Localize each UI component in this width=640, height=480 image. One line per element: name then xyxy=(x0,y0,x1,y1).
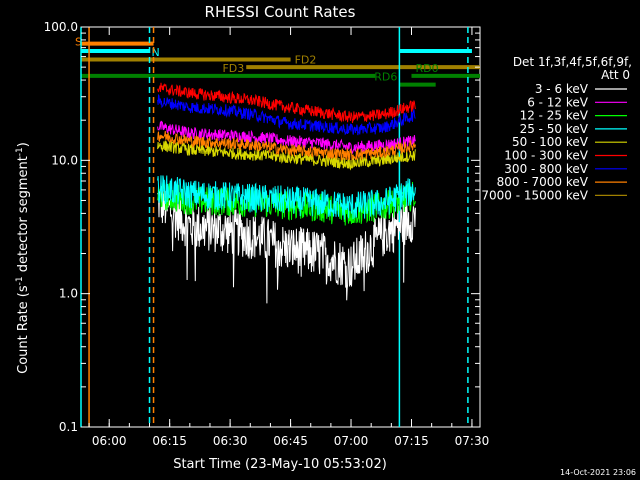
y-tick-label-2: 10.0 xyxy=(51,153,78,167)
axes: 06:00 06:15 06:30 06:45 07:00 07:15 07:30 0.1 1.… xyxy=(44,20,490,448)
series-line-7 xyxy=(157,130,416,162)
chart-title: RHESSI Count Rates xyxy=(205,3,356,21)
y-axis-label-sup: -1 xyxy=(15,276,25,285)
legend-label-0: 3 - 6 keV xyxy=(535,82,589,96)
x-axis-label: Start Time (23-May-10 05:53:02) xyxy=(173,457,387,472)
x-tick-label-6: 07:30 xyxy=(455,434,490,448)
y-axis-label-end: ) xyxy=(16,142,31,147)
series-line-4 xyxy=(157,139,416,171)
flag-label-rd6: RD6 xyxy=(374,71,397,84)
instrument-flags: S N FD2 FD3 RD0 RD6 xyxy=(75,36,480,87)
flag-label-n: N xyxy=(152,46,160,59)
series-line-6 xyxy=(157,93,416,136)
legend-label-1: 6 - 12 keV xyxy=(527,95,589,109)
legend-header-line2: Att 0 xyxy=(601,68,630,82)
flag-label-fd2: FD2 xyxy=(295,54,317,67)
x-tick-label-5: 07:15 xyxy=(394,434,429,448)
legend-label-8: 7000 - 15000 keV xyxy=(481,188,588,202)
flag-label-rd0: RD0 xyxy=(415,62,438,75)
legend: Det 1f,3f,4f,5f,6f,9f, Att 0 3 - 6 keV6 … xyxy=(481,55,632,202)
legend-label-5: 100 - 300 keV xyxy=(504,149,588,163)
series-line-1 xyxy=(157,120,416,155)
x-tick-label-1: 06:15 xyxy=(152,434,187,448)
flag-label-fd3: FD3 xyxy=(222,62,244,75)
timestamp: 14-Oct-2021 23:06 xyxy=(560,468,636,477)
legend-label-4: 50 - 100 keV xyxy=(512,135,589,149)
series-line-5 xyxy=(157,82,416,123)
x-tick-label-4: 07:00 xyxy=(334,434,369,448)
legend-header-line1: Det 1f,3f,4f,5f,6f,9f, xyxy=(513,55,632,69)
legend-label-7: 800 - 7000 keV xyxy=(497,175,589,189)
x-tick-label-2: 06:30 xyxy=(213,434,248,448)
y-tick-label-3: 100.0 xyxy=(44,20,78,34)
y-axis-label: Count Rate (s-1 detector segment-1) xyxy=(15,142,31,374)
series-lines xyxy=(157,82,416,304)
y-axis-label-tail: detector segment xyxy=(16,156,31,276)
y-axis-label-sup2: -1 xyxy=(15,147,25,156)
y-axis-label-main: Count Rate (s xyxy=(16,285,31,374)
series-line-3 xyxy=(157,175,416,220)
legend-label-2: 12 - 25 keV xyxy=(520,109,589,123)
series-line-0 xyxy=(157,184,416,304)
legend-label-6: 300 - 800 keV xyxy=(504,162,588,176)
flag-label-s: S xyxy=(75,36,82,49)
y-tick-label-0: 0.1 xyxy=(59,420,78,434)
legend-label-3: 25 - 50 keV xyxy=(520,122,589,136)
x-tick-label-0: 06:00 xyxy=(92,434,127,448)
x-tick-label-3: 06:45 xyxy=(273,434,308,448)
y-tick-label-1: 1.0 xyxy=(59,287,78,301)
